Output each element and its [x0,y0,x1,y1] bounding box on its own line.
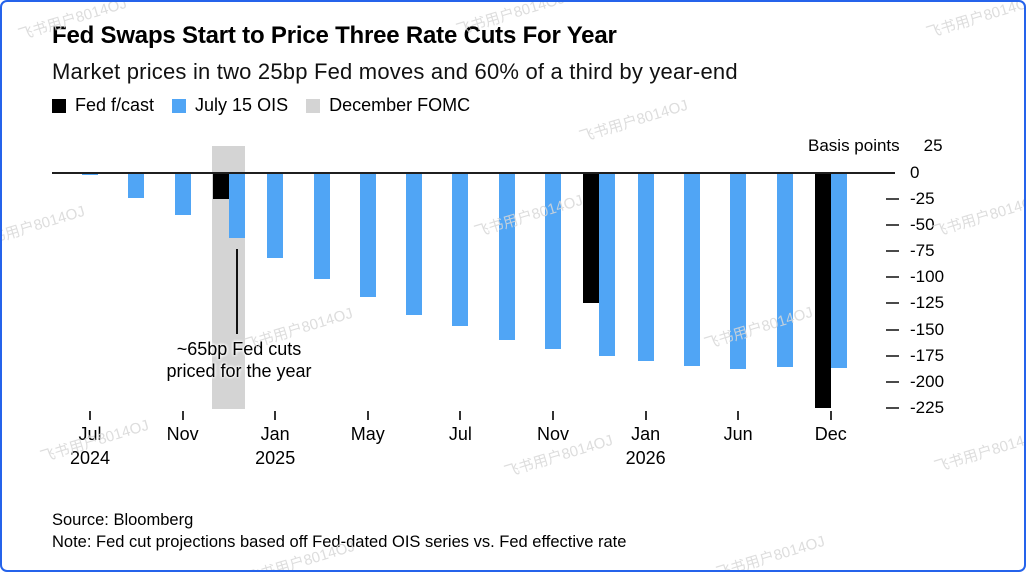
bar-fed-fcast [814,172,831,408]
x-tick-month-label: Jun [723,424,753,444]
bar-ois [498,172,515,340]
x-tick-month-label: Jul [448,424,472,444]
bar-fed-fcast [212,172,229,199]
note-text: Note: Fed cut projections based off Fed-… [52,533,627,551]
watermark-text: 飞书用户8014OJ [472,191,585,242]
y-tick-mark [886,328,899,331]
fed-fcast-swatch-icon [52,98,66,113]
annotation-text: ~65bp Fed cuts priced for the year [119,338,359,382]
bar-ois [267,172,284,259]
bar-ois [637,172,654,361]
bar-ois [82,172,98,175]
watermark-text: 飞书用户8014OJ [714,532,827,572]
watermark-text: 飞书用户8014OJ [930,191,1026,242]
x-tick-mark [459,411,462,420]
x-tick-mark [89,411,91,420]
bar-ois [128,172,145,198]
y-tick-label: 0 [910,162,920,182]
x-tick-mark [644,411,647,420]
y-axis-title-text: Basis points [808,136,900,155]
zero-baseline [52,171,895,174]
y-tick-mark [886,250,899,252]
bar-ois [359,172,376,298]
x-tick-mark [366,411,369,420]
bar-ois [313,172,330,280]
x-tick-month-label: Dec [814,424,847,444]
source-text: Source: Bloomberg [52,511,194,529]
x-tick-mark [274,411,277,420]
y-tick-label: -75 [910,241,935,260]
y-tick-mark [886,197,899,200]
legend: Fed f/cast July 15 OIS December FOMC [52,95,470,116]
watermark-text: 飞书用户8014OJ [932,426,1026,477]
bar-ois [228,172,245,239]
annotation-line-2: priced for the year [166,361,312,381]
y-tick-label: -175 [910,345,945,365]
y-tick-label: -50 [910,214,935,234]
x-tick-month-label: Nov [166,424,199,444]
bar-ois [730,172,747,370]
y-tick-label: -100 [910,267,945,287]
annotation-pointer-line [236,249,238,334]
annotation-line-1: ~65bp Fed cuts [176,339,302,359]
chart-title: Fed Swaps Start to Price Three Rate Cuts… [52,22,617,49]
bar-ois [452,172,469,327]
bar-ois [599,172,616,356]
bar-fed-fcast [583,172,600,304]
y-tick-mark [886,407,899,409]
x-tick-month-label: Jul [78,424,102,444]
bar-ois [174,172,191,216]
y-axis-top-tick-label: 25 [923,136,943,155]
x-tick-mark [737,411,740,420]
x-tick-year-label: 2024 [69,448,111,468]
x-tick-month-label: Nov [536,424,569,444]
x-tick-year-label: 2026 [625,448,666,468]
x-tick-mark [552,411,554,420]
y-axis-title: Basis points 25 [808,136,943,156]
legend-label-december-fomc: December FOMC [329,95,471,115]
bar-ois [545,172,561,350]
x-tick-mark [829,411,832,420]
legend-label-july-15-ois: July 15 OIS [195,95,289,115]
bar-ois [776,172,793,368]
watermark-text: 飞书用户8014OJ [577,96,690,147]
bar-ois [830,172,847,369]
watermark-text: 飞书用户8014OJ [702,303,815,354]
x-tick-month-label: Jan [260,424,290,444]
y-tick-label: -125 [910,293,945,313]
legend-item-fed-fcast: Fed f/cast [52,95,154,116]
y-tick-mark [886,302,899,305]
x-tick-month-label: Jan [631,424,661,444]
july-15-ois-swatch-icon [172,98,187,113]
y-tick-label: -225 [910,398,945,417]
bar-ois [683,172,700,367]
y-tick-label: -150 [910,319,945,339]
legend-item-december-fomc: December FOMC [306,95,470,116]
bar-ois [406,172,423,315]
y-tick-mark [886,276,899,279]
legend-label-fed-fcast: Fed f/cast [75,95,155,115]
watermark-text: 飞书用户8014OJ [0,202,87,253]
y-tick-mark [886,380,899,383]
y-tick-label: -200 [910,371,945,391]
x-tick-year-label: 2025 [255,448,296,468]
chart-subtitle: Market prices in two 25bp Fed moves and … [52,59,738,84]
legend-item-july-15-ois: July 15 OIS [172,95,288,116]
december-fomc-swatch-icon [306,98,321,113]
watermark-text: 飞书用户8014OJ [924,0,1026,43]
y-tick-mark [886,354,899,357]
y-tick-mark [886,223,899,226]
y-tick-label: -25 [910,188,935,208]
x-tick-mark [181,411,184,420]
x-tick-month-label: May [350,424,385,444]
